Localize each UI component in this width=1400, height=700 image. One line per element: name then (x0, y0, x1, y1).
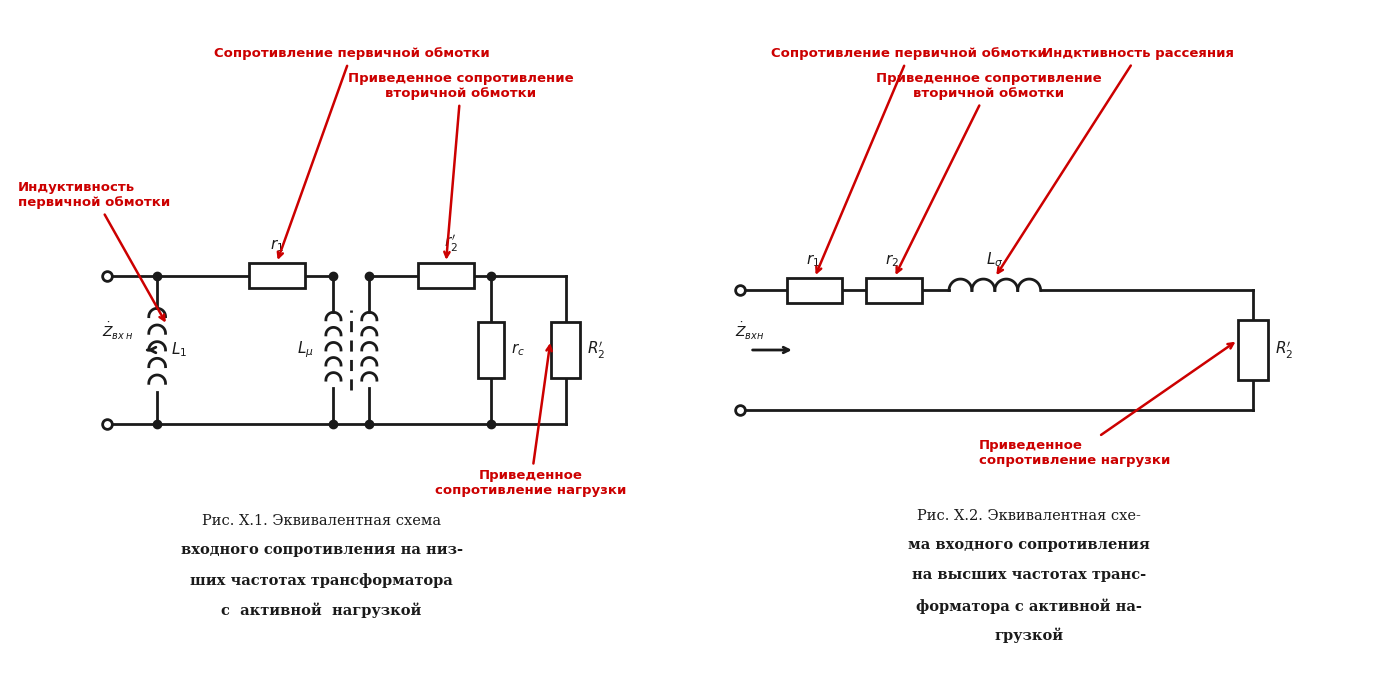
Text: входного сопротивления на низ-: входного сопротивления на низ- (181, 543, 462, 557)
Bar (787, 278, 843, 303)
Text: Рис. X.2. Эквивалентная схе-: Рис. X.2. Эквивалентная схе- (917, 509, 1141, 523)
Text: $R_2'$: $R_2'$ (588, 340, 606, 360)
Text: ма входного сопротивления: ма входного сопротивления (907, 538, 1149, 552)
Text: $\dot{Z}_{\mathit{вхн}}$: $\dot{Z}_{\mathit{вхн}}$ (735, 321, 764, 342)
Text: Индктивность рассеяния: Индктивность рассеяния (998, 48, 1235, 273)
Text: Приведенное сопротивление
вторичной обмотки: Приведенное сопротивление вторичной обмо… (349, 72, 574, 257)
Text: Приведенное
сопротивление нагрузки: Приведенное сопротивление нагрузки (435, 346, 626, 497)
Text: на высших частотах транс-: на высших частотах транс- (911, 568, 1145, 582)
Text: Сопротивление первичной обмотки: Сопротивление первичной обмотки (214, 48, 489, 258)
Text: $\dot{Z}_{\mathit{вх\,н}}$: $\dot{Z}_{\mathit{вх\,н}}$ (102, 321, 133, 342)
Text: с  активной  нагрузкой: с активной нагрузкой (221, 603, 421, 619)
Text: $r_1$: $r_1$ (270, 237, 284, 254)
Text: Приведенное
сопротивление нагрузки: Приведенное сопротивление нагрузки (979, 343, 1233, 468)
Bar (477, 322, 504, 378)
Text: Сопротивление первичной обмотки: Сопротивление первичной обмотки (771, 48, 1047, 272)
Bar (419, 263, 475, 288)
Bar (867, 278, 923, 303)
Text: $r_c$: $r_c$ (511, 342, 525, 358)
Text: грузкой: грузкой (994, 628, 1063, 643)
Text: Рис. X.1. Эквивалентная схема: Рис. X.1. Эквивалентная схема (202, 514, 441, 528)
Text: $L_\mu$: $L_\mu$ (297, 340, 314, 360)
Bar (249, 263, 305, 288)
Text: $L_1$: $L_1$ (171, 341, 188, 359)
Text: $r_2$: $r_2$ (885, 252, 899, 269)
Text: Индуктивность
первичной обмотки: Индуктивность первичной обмотки (18, 181, 169, 321)
Text: ших частотах трансформатора: ших частотах трансформатора (190, 573, 452, 588)
Text: $L_\sigma$: $L_\sigma$ (986, 250, 1004, 269)
Bar (1238, 320, 1268, 380)
Text: форматора с активной на-: форматора с активной на- (916, 598, 1141, 613)
Text: $r_2'$: $r_2'$ (444, 232, 458, 254)
Bar (550, 322, 581, 378)
Text: Приведенное сопротивление
вторичной обмотки: Приведенное сопротивление вторичной обмо… (876, 72, 1102, 272)
Text: $r_1$: $r_1$ (805, 252, 819, 269)
Text: $R_2'$: $R_2'$ (1275, 340, 1294, 360)
